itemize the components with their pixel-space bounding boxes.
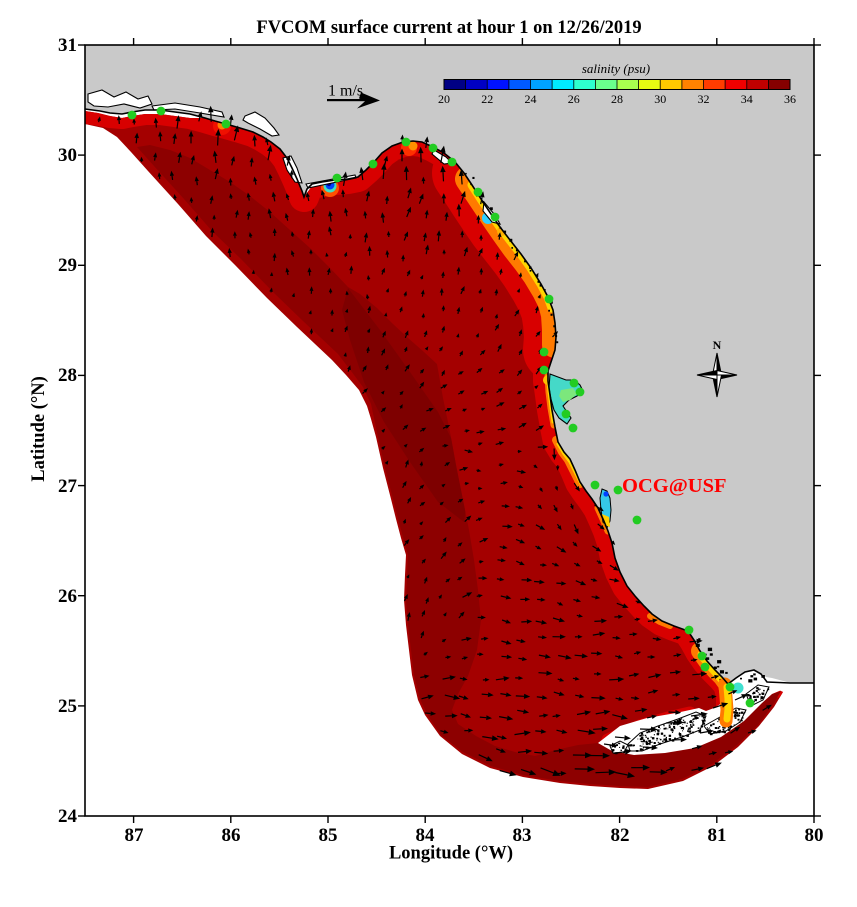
svg-text:87: 87 <box>125 825 145 846</box>
svg-text:OCG@USF: OCG@USF <box>622 475 727 497</box>
svg-text:20: 20 <box>438 92 450 106</box>
svg-text:24: 24 <box>58 806 78 827</box>
svg-text:31: 31 <box>58 35 77 56</box>
svg-text:FVCOM surface current at hour: FVCOM surface current at hour 1 on 12/26… <box>256 18 641 38</box>
svg-text:1 m/s: 1 m/s <box>328 83 363 100</box>
svg-text:28: 28 <box>611 92 623 106</box>
svg-text:36: 36 <box>784 92 796 106</box>
svg-text:34: 34 <box>741 92 753 106</box>
svg-text:28: 28 <box>58 365 77 386</box>
svg-text:82: 82 <box>611 825 630 846</box>
svg-text:Latitude (°N): Latitude (°N) <box>29 376 49 482</box>
svg-text:salinity (psu): salinity (psu) <box>582 61 650 76</box>
svg-text:27: 27 <box>58 476 78 497</box>
svg-text:32: 32 <box>698 92 710 106</box>
svg-text:80: 80 <box>805 825 824 846</box>
svg-text:30: 30 <box>654 92 666 106</box>
svg-text:83: 83 <box>513 825 532 846</box>
svg-text:Longitude (°W): Longitude (°W) <box>389 844 513 864</box>
svg-text:22: 22 <box>481 92 493 106</box>
svg-text:86: 86 <box>222 825 241 846</box>
svg-text:30: 30 <box>58 145 77 166</box>
svg-text:81: 81 <box>708 825 727 846</box>
svg-text:84: 84 <box>416 825 436 846</box>
svg-text:85: 85 <box>319 825 338 846</box>
svg-text:26: 26 <box>58 586 77 607</box>
svg-text:N: N <box>713 338 722 352</box>
svg-text:24: 24 <box>525 92 537 106</box>
svg-text:25: 25 <box>58 696 77 717</box>
svg-text:26: 26 <box>568 92 580 106</box>
svg-text:29: 29 <box>58 255 77 276</box>
